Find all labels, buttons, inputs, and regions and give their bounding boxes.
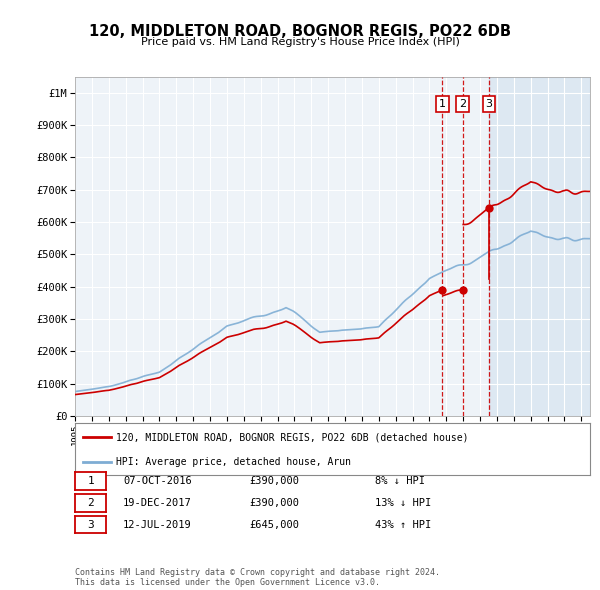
- Text: 120, MIDDLETON ROAD, BOGNOR REGIS, PO22 6DB (detached house): 120, MIDDLETON ROAD, BOGNOR REGIS, PO22 …: [116, 432, 469, 442]
- Text: Contains HM Land Registry data © Crown copyright and database right 2024.
This d: Contains HM Land Registry data © Crown c…: [75, 568, 440, 587]
- Text: 3: 3: [87, 520, 94, 529]
- Bar: [489, 77, 590, 416]
- Text: 12-JUL-2019: 12-JUL-2019: [123, 520, 192, 529]
- Text: 13% ↓ HPI: 13% ↓ HPI: [375, 498, 431, 507]
- Text: HPI: Average price, detached house, Arun: HPI: Average price, detached house, Arun: [116, 457, 351, 467]
- Text: 1: 1: [439, 99, 446, 109]
- Text: Price paid vs. HM Land Registry's House Price Index (HPI): Price paid vs. HM Land Registry's House …: [140, 37, 460, 47]
- Text: 120, MIDDLETON ROAD, BOGNOR REGIS, PO22 6DB: 120, MIDDLETON ROAD, BOGNOR REGIS, PO22 …: [89, 24, 511, 38]
- Text: £390,000: £390,000: [249, 498, 299, 507]
- Text: 07-OCT-2016: 07-OCT-2016: [123, 476, 192, 486]
- Text: 19-DEC-2017: 19-DEC-2017: [123, 498, 192, 507]
- Text: £390,000: £390,000: [249, 476, 299, 486]
- Text: 2: 2: [87, 498, 94, 507]
- Text: 1: 1: [87, 476, 94, 486]
- Text: 2: 2: [459, 99, 466, 109]
- Text: £645,000: £645,000: [249, 520, 299, 529]
- Text: 8% ↓ HPI: 8% ↓ HPI: [375, 476, 425, 486]
- Text: 43% ↑ HPI: 43% ↑ HPI: [375, 520, 431, 529]
- Text: 3: 3: [485, 99, 493, 109]
